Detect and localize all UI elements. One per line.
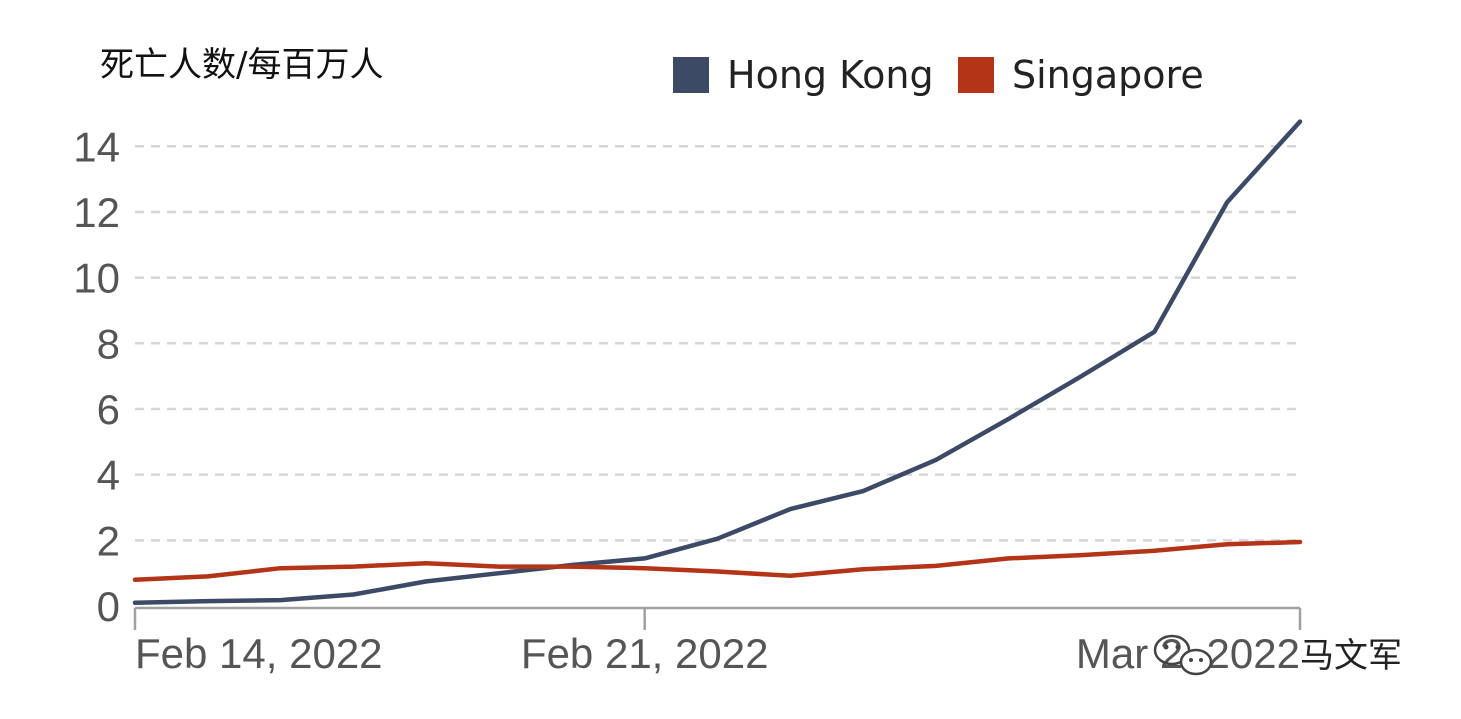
legend-label: Singapore — [1012, 53, 1204, 97]
data-point — [278, 598, 283, 603]
watermark-text: 马文军 — [1300, 636, 1402, 676]
data-point — [1079, 553, 1084, 558]
data-point — [1298, 119, 1302, 124]
series-lines — [132, 119, 1303, 605]
y-tick-label: 12 — [73, 189, 120, 236]
data-point — [351, 564, 356, 569]
data-point — [861, 567, 866, 572]
y-axis-title: 死亡人数/每百万人 — [100, 45, 383, 85]
x-tick-label: Feb 14, 2022 — [135, 630, 383, 677]
data-point — [642, 566, 647, 571]
data-point — [1152, 329, 1157, 334]
data-point — [642, 556, 647, 561]
x-tick-label: Feb 21, 2022 — [521, 630, 769, 677]
series-line-hong-kong — [132, 119, 1303, 605]
wechat-icon — [1153, 634, 1213, 676]
y-axis-ticks: 0 2 4 6 8 10 12 14 — [73, 123, 120, 630]
y-tick-label: 14 — [73, 123, 120, 170]
data-point — [497, 571, 502, 576]
legend-swatch — [673, 57, 709, 93]
data-point — [1225, 542, 1230, 547]
y-tick-label: 0 — [97, 583, 120, 630]
data-point — [788, 507, 793, 512]
legend-swatch — [958, 57, 994, 93]
legend-label: Hong Kong — [727, 53, 934, 97]
data-point — [205, 599, 210, 604]
data-point — [205, 574, 210, 579]
data-point — [933, 563, 938, 568]
data-point — [569, 564, 574, 569]
data-point — [933, 457, 938, 462]
data-point — [1225, 200, 1230, 205]
data-point — [1006, 556, 1011, 561]
data-point — [278, 566, 283, 571]
watermark: 马文军 — [1153, 634, 1402, 676]
y-tick-label: 2 — [97, 517, 120, 564]
data-point — [1298, 539, 1302, 544]
data-point — [1079, 374, 1084, 379]
data-point — [133, 600, 137, 605]
grid-lines — [135, 145, 1300, 542]
series-line-singapore — [132, 539, 1303, 582]
data-point — [351, 592, 356, 597]
y-tick-label: 10 — [73, 255, 120, 302]
y-tick-label: 4 — [97, 452, 120, 499]
data-point — [1152, 548, 1157, 553]
data-point — [788, 573, 793, 578]
data-point — [1006, 416, 1011, 421]
data-point — [715, 569, 720, 574]
data-point — [497, 564, 502, 569]
data-point — [861, 489, 866, 494]
y-tick-label: 6 — [97, 386, 120, 433]
data-point — [424, 561, 429, 566]
data-point — [133, 577, 137, 582]
legend: Hong Kong Singapore — [673, 53, 1204, 97]
x-axis: Feb 14, 2022 Feb 21, 2022 Mar 2, 2022 — [133, 606, 1302, 677]
y-tick-label: 8 — [97, 320, 120, 367]
data-point — [715, 536, 720, 541]
data-point — [424, 579, 429, 584]
